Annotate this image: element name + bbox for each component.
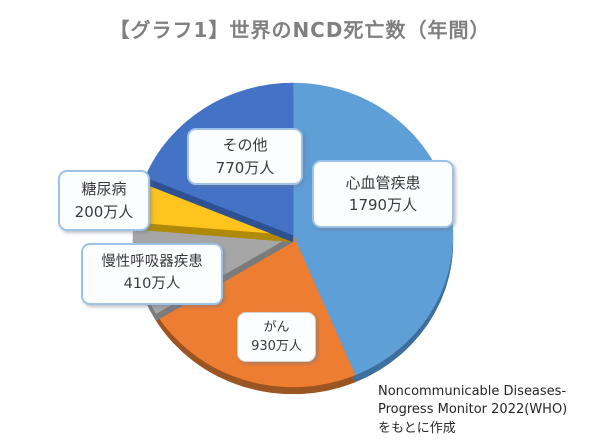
slice-label: がん bbox=[263, 319, 290, 335]
slice-value: 930万人 bbox=[251, 339, 302, 354]
slice-label: その他 bbox=[222, 136, 268, 154]
slice-label: 糖尿病 bbox=[81, 180, 127, 198]
chart-title: 【グラフ1】世界のNCD死亡数（年間） bbox=[109, 18, 491, 42]
slice-value: 200万人 bbox=[74, 202, 134, 221]
slice-value: 1790万人 bbox=[348, 196, 418, 214]
callout-chronic-respiratory: 慢性呼吸器疾患 410万人 bbox=[81, 243, 223, 305]
source-note: Noncommunicable Diseases- Progress Monit… bbox=[378, 383, 596, 438]
callout-other: その他 770万人 bbox=[187, 128, 303, 185]
source-line-2: Progress Monitor 2022(WHO) bbox=[378, 402, 568, 418]
callout-cardiovascular: 心血管疾患 1790万人 bbox=[312, 160, 454, 228]
callout-cancer: がん 930万人 bbox=[237, 312, 316, 362]
slice-value: 770万人 bbox=[215, 158, 275, 177]
source-line-1: Noncommunicable Diseases- bbox=[378, 384, 567, 399]
slice-value: 410万人 bbox=[123, 276, 181, 292]
callout-diabetes: 糖尿病 200万人 bbox=[58, 170, 150, 231]
slice-label: 慢性呼吸器疾患 bbox=[101, 254, 203, 271]
source-line-3: をもとに作成 bbox=[378, 420, 456, 436]
slice-label: 心血管疾患 bbox=[345, 173, 421, 192]
